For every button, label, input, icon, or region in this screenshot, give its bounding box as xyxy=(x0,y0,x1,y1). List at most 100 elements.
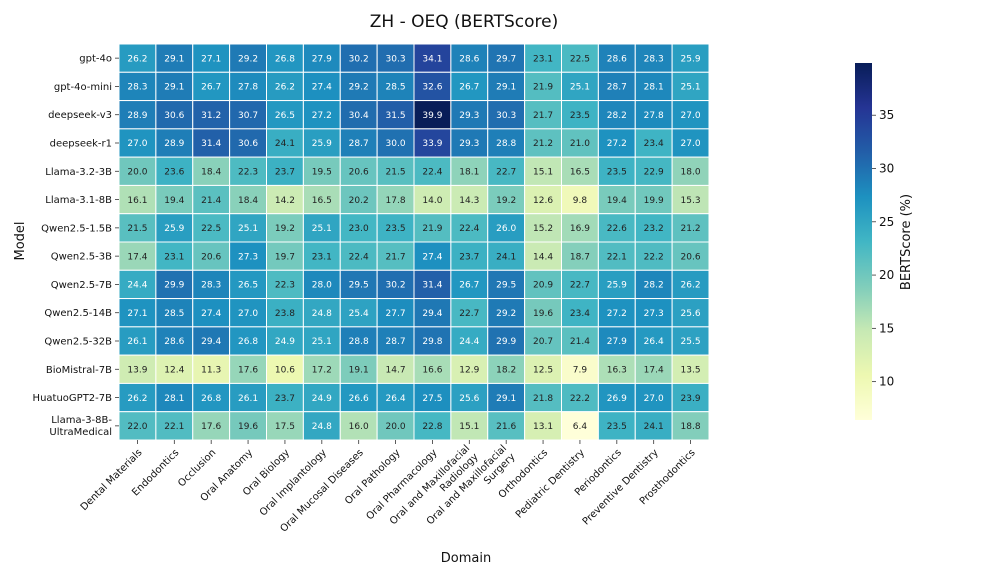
heatmap-cell xyxy=(155,156,194,186)
cell-value-label: 29.1 xyxy=(164,83,184,93)
heatmap-cell xyxy=(671,298,710,328)
heatmap-cell xyxy=(634,184,673,215)
heatmap-cell xyxy=(597,156,636,186)
cell-value-label: 19.1 xyxy=(349,365,369,375)
cell-value-label: 14.3 xyxy=(459,196,479,206)
cell-value-label: 17.6 xyxy=(201,422,221,432)
cell-value-label: 27.2 xyxy=(312,111,332,121)
cell-value-label: 20.0 xyxy=(127,167,147,177)
cell-value-label: 34.1 xyxy=(422,54,442,64)
heatmap-cell xyxy=(487,241,526,271)
cell-value-label: 15.1 xyxy=(533,167,553,177)
cell-value-label: 26.2 xyxy=(127,54,147,64)
heatmap-cell xyxy=(634,156,673,186)
cell-value-label: 29.9 xyxy=(164,281,184,291)
cell-value-label: 12.4 xyxy=(164,365,184,375)
heatmap-cell xyxy=(634,382,673,413)
colorbar-tick-label: 15 xyxy=(879,321,894,335)
colorbar-tick-label: 10 xyxy=(879,375,894,389)
cell-value-label: 29.4 xyxy=(201,337,221,347)
cell-value-label: 17.2 xyxy=(312,365,332,375)
model-label: Qwen2.5-3B xyxy=(51,252,112,263)
cell-value-label: 28.6 xyxy=(607,54,627,64)
heatmap-cell xyxy=(671,241,710,271)
cell-value-label: 28.6 xyxy=(164,337,184,347)
cell-value-label: 29.9 xyxy=(496,337,516,347)
heatmap-cell xyxy=(266,71,304,102)
heatmap-cell xyxy=(118,382,157,413)
cell-value-label: 22.7 xyxy=(570,281,590,291)
colorbar-tick-label: 35 xyxy=(879,108,894,122)
cell-value-label: 31.2 xyxy=(201,111,221,121)
cell-value-label: 17.6 xyxy=(238,365,258,375)
cell-value-label: 20.6 xyxy=(681,252,701,262)
heatmap-cell xyxy=(561,326,599,356)
cell-value-label: 27.5 xyxy=(422,394,442,404)
heatmap-cell xyxy=(376,241,415,271)
cell-value-label: 27.8 xyxy=(644,111,664,121)
heatmap-cell xyxy=(302,326,341,356)
cell-value-label: 20.2 xyxy=(349,196,369,206)
cell-value-label: 16.3 xyxy=(607,365,627,375)
cell-value-label: 16.9 xyxy=(570,224,590,234)
cell-value-label: 22.7 xyxy=(459,309,479,319)
cell-value-label: 24.8 xyxy=(312,309,332,319)
cell-value-label: 22.3 xyxy=(275,281,295,291)
cell-value-label: 18.4 xyxy=(238,196,258,206)
cell-value-label: 28.7 xyxy=(607,83,627,93)
cell-value-label: 27.0 xyxy=(238,309,258,319)
cell-value-label: 26.9 xyxy=(607,394,627,404)
cell-value-label: 19.2 xyxy=(496,196,516,206)
cell-value-label: 30.3 xyxy=(386,54,406,64)
cell-value-label: 22.1 xyxy=(607,252,627,262)
cell-value-label: 21.9 xyxy=(422,224,442,234)
cell-value-label: 16.1 xyxy=(127,196,147,206)
cell-value-label: 25.9 xyxy=(607,281,627,291)
cell-value-label: 27.0 xyxy=(681,139,701,149)
heatmap-cells: 26.2 29.1 27.1 29.2 26.8 27.9 30.2 30.3 34.1 28.6… xyxy=(118,43,710,441)
model-label: gpt-4o xyxy=(79,54,112,65)
heatmap-cell xyxy=(339,382,378,413)
cell-value-label: 21.5 xyxy=(386,167,406,177)
cell-value-label: 22.8 xyxy=(422,422,442,432)
heatmap-cell xyxy=(597,382,636,413)
cell-value-label: 18.7 xyxy=(570,252,590,262)
cell-value-label: 13.5 xyxy=(681,365,701,375)
heatmap-cell xyxy=(192,213,231,243)
heatmap-cell xyxy=(450,43,489,73)
cell-value-label: 23.7 xyxy=(459,252,479,262)
cell-value-label: 29.5 xyxy=(496,281,516,291)
cell-value-label: 29.8 xyxy=(422,337,442,347)
cell-value-label: 25.1 xyxy=(570,83,590,93)
heatmap-cell xyxy=(671,184,710,215)
cell-value-label: 14.0 xyxy=(422,196,442,206)
cell-value-label: 26.1 xyxy=(127,337,147,347)
colorbar-ticks: 10 15 20 25 30 35 xyxy=(872,108,894,389)
cell-value-label: 28.0 xyxy=(312,281,332,291)
cell-value-label: 29.5 xyxy=(349,281,369,291)
domain-labels: Dental MaterialsEndodonticsOcclusionOral… xyxy=(79,440,698,535)
heatmap-cell xyxy=(302,298,341,328)
heatmap-cell xyxy=(413,184,452,215)
heatmap-cell xyxy=(155,213,194,243)
heatmap-cell xyxy=(266,156,304,186)
cell-value-label: 27.1 xyxy=(127,309,147,319)
heatmap-cell xyxy=(671,43,710,73)
cell-value-label: 30.4 xyxy=(349,111,369,121)
cell-value-label: 23.9 xyxy=(681,394,701,404)
cell-value-label: 23.1 xyxy=(312,252,332,262)
cell-value-label: 23.1 xyxy=(164,252,184,262)
cell-value-label: 26.1 xyxy=(238,394,258,404)
cell-value-label: 22.4 xyxy=(349,252,369,262)
model-label: Qwen2.5-32B xyxy=(44,337,112,348)
cell-value-label: 26.4 xyxy=(644,337,664,347)
cell-value-label: 25.5 xyxy=(681,337,701,347)
cell-value-label: 22.6 xyxy=(607,224,627,234)
heatmap-cell xyxy=(192,354,231,384)
cell-value-label: 21.9 xyxy=(533,83,553,93)
cell-value-label: 18.0 xyxy=(681,167,701,177)
cell-value-label: 23.5 xyxy=(570,111,590,121)
heatmap-cell xyxy=(487,298,526,328)
heatmap-cell xyxy=(229,241,267,271)
cell-value-label: 26.6 xyxy=(349,394,369,404)
